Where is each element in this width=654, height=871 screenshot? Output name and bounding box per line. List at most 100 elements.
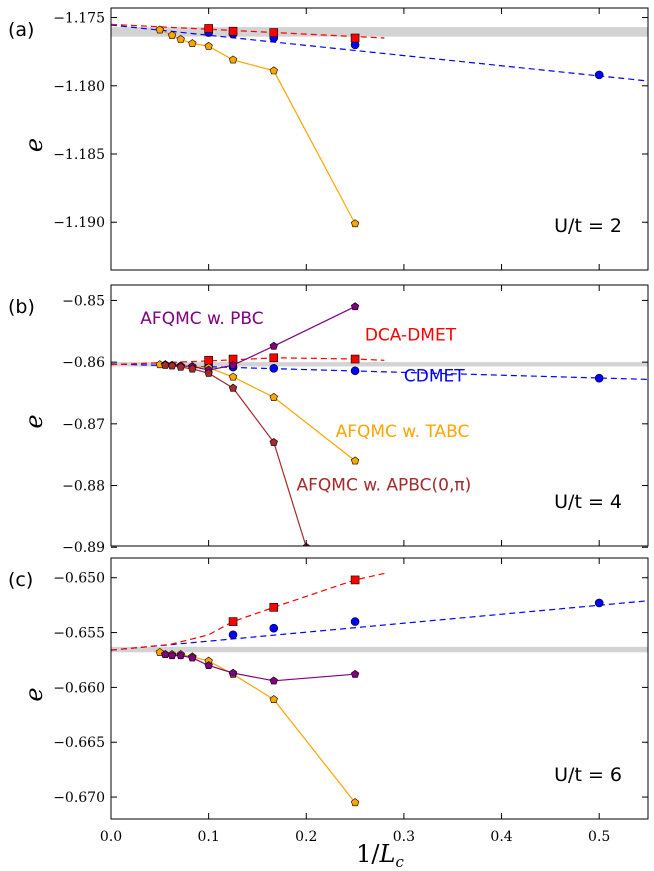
dca-fit-line [111, 572, 385, 651]
pbc-marker [188, 653, 197, 662]
reference-band [111, 27, 648, 37]
pbc-marker [167, 651, 177, 660]
pbc-marker [350, 302, 360, 311]
dca-marker [350, 354, 360, 364]
tabc-marker [350, 798, 360, 807]
plot-area [111, 302, 648, 546]
y-axis-label: e [20, 687, 48, 701]
y-tick-label: −0.650 [53, 571, 105, 587]
panel-label: (b) [8, 296, 35, 318]
tabc-marker [269, 66, 278, 75]
pbc-marker [228, 360, 238, 369]
apbc-marker [204, 368, 213, 377]
pbc-annotation: AFQMC w. PBC [140, 309, 263, 329]
y-tick-label: −0.86 [62, 355, 105, 371]
pbc-marker [161, 650, 170, 659]
y-tick-label: −1.185 [53, 147, 105, 163]
tabc-marker [155, 25, 164, 34]
apbc-marker [176, 362, 185, 371]
plot-frame [110, 7, 649, 271]
x-tick-label: 0.3 [393, 829, 415, 845]
pbc-marker [204, 661, 213, 670]
dca-marker [228, 617, 238, 626]
x-tick-label: 0.1 [198, 829, 220, 845]
y-tick-label: −0.89 [62, 540, 105, 556]
y-tick-label: −0.85 [62, 293, 105, 309]
y-tick-label: −1.180 [53, 79, 105, 95]
tabc-marker [228, 372, 238, 381]
dca-fit-line [111, 357, 385, 366]
dca-marker [350, 33, 360, 43]
y-tick-label: −1.175 [53, 11, 105, 27]
y-tick-label: −0.88 [62, 479, 105, 495]
y-tick-label: −0.670 [53, 790, 105, 806]
pbc-marker [269, 676, 278, 685]
tabc-marker [228, 55, 238, 64]
x-tick-label: 0.4 [490, 829, 512, 845]
plot-frame [110, 557, 649, 820]
tabc-series-line [159, 29, 356, 224]
interaction-label: U/t = 6 [554, 764, 622, 786]
pbc-marker [350, 669, 360, 678]
dca-marker [269, 28, 279, 37]
y-axis-label: e [20, 414, 48, 428]
tabc-marker [167, 30, 177, 39]
x-axis-label: 1/Lc [356, 840, 404, 871]
panel-label: (a) [8, 19, 34, 41]
panel-b: −0.85 −0.86 −0.87 −0.88 −0.89 (b) e U/t = 4 AFQM… [8, 284, 649, 556]
tabc-marker [204, 41, 213, 50]
panel-label: (c) [8, 569, 33, 591]
dca-marker [350, 575, 360, 585]
cdmet-fit-line [111, 600, 648, 651]
plot-frame [110, 284, 649, 547]
dca-marker [228, 26, 238, 36]
interaction-label: U/t = 2 [554, 215, 622, 237]
plot-area [111, 23, 648, 228]
cdmet-marker [269, 623, 279, 633]
x-tick-label: 0.2 [295, 829, 317, 845]
reference-band [111, 646, 648, 653]
tabc-marker [176, 35, 185, 43]
x-tick-label: 0.0 [100, 829, 122, 845]
cdmet-annotation: CDMET [404, 366, 465, 386]
cdmet-marker [350, 366, 360, 376]
panel-c: −0.650 −0.655 −0.660 −0.665 −0.670 0.0 0.1 0.2 0… [8, 557, 649, 845]
apbc-series-line [165, 364, 307, 546]
y-tick-label: −0.665 [53, 735, 105, 751]
apbc-marker [161, 360, 170, 369]
tabc-marker [269, 695, 278, 704]
pbc-marker [269, 341, 278, 350]
tabc-annotation: AFQMC w. TABC [336, 422, 470, 442]
x-tick-label: 0.5 [588, 829, 610, 845]
dca-marker [269, 603, 279, 612]
interaction-label: U/t = 4 [554, 491, 622, 513]
apbc-marker [269, 437, 278, 446]
y-tick-label: −0.87 [62, 417, 105, 433]
cdmet-marker [228, 630, 238, 640]
apbc-marker [228, 383, 238, 392]
cdmet-marker [350, 617, 360, 626]
tabc-marker [350, 456, 360, 465]
cdmet-marker [594, 373, 604, 383]
tabc-marker [350, 219, 360, 228]
dca-marker [204, 355, 213, 365]
tabc-series-line [159, 364, 356, 462]
tabc-marker [269, 392, 278, 401]
y-axis-label: e [20, 138, 48, 152]
pbc-marker [176, 651, 185, 660]
pbc-marker [228, 668, 238, 677]
tabc-marker [188, 39, 197, 48]
apbc-marker [167, 361, 177, 370]
apbc-marker [188, 364, 197, 373]
plot-area [111, 572, 648, 807]
cdmet-marker [594, 70, 604, 80]
y-tick-label: −0.655 [53, 626, 105, 642]
tabc-series-line [159, 651, 356, 803]
dca-fit-line [111, 23, 385, 39]
dca-marker [269, 353, 279, 363]
panel-a: −1.175 −1.180 −1.185 −1.190 (a) e U/t = 2 [8, 7, 649, 271]
y-tick-label: −0.660 [53, 680, 105, 696]
y-tick-label: −1.190 [53, 215, 105, 231]
apbc-annotation: AFQMC w. APBC(0,π) [297, 475, 472, 495]
